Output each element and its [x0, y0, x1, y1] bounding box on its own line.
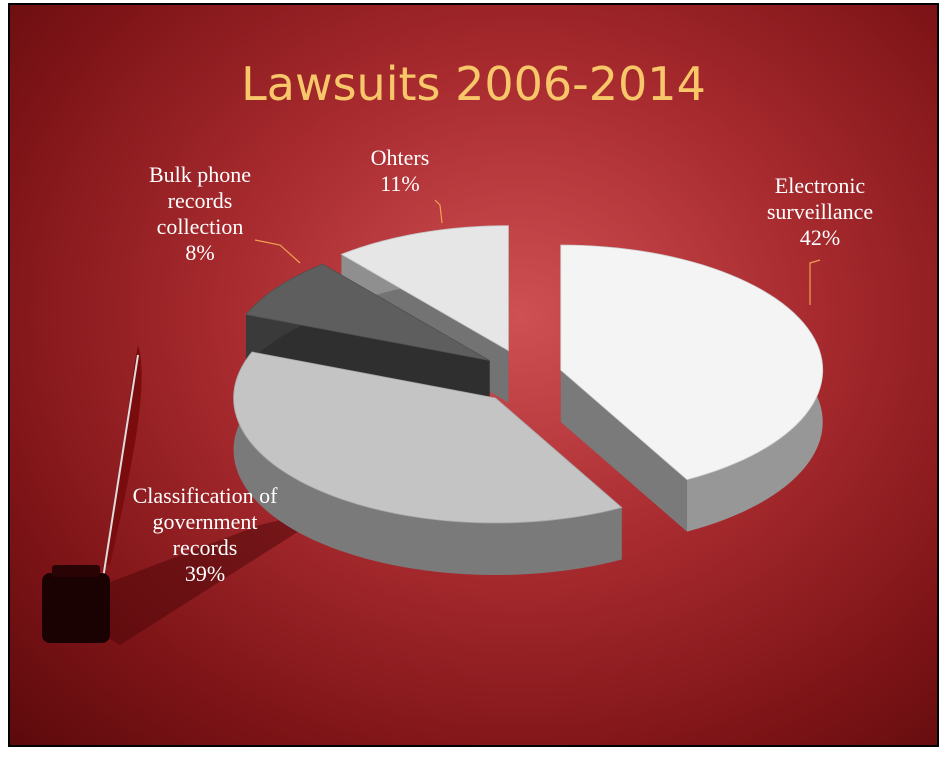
- slide: Lawsuits 2006-2014 Electronic surveillan…: [8, 3, 939, 747]
- value-label: 11%: [380, 171, 420, 196]
- slice-top: [233, 351, 623, 524]
- slice-top: [560, 244, 824, 481]
- slice: [560, 244, 824, 532]
- slice-label: Electronic surveillance 42%: [740, 173, 900, 251]
- slice-side: [560, 370, 687, 532]
- leader-lines: [254, 199, 821, 305]
- value-label: 8%: [185, 240, 215, 265]
- slice-top: [245, 263, 490, 361]
- slice-label: Ohters 11%: [350, 145, 450, 197]
- slice-side: [233, 351, 622, 575]
- slice-label: Bulk phone records collection 8%: [130, 162, 270, 266]
- value-label: 42%: [799, 225, 841, 250]
- category-label: Bulk phone records collection: [148, 162, 252, 239]
- slice-top: [340, 225, 509, 352]
- slice-label: Classification of government records 39%: [120, 483, 290, 587]
- category-label: Ohters: [370, 145, 430, 170]
- ink-decoration: [42, 345, 340, 645]
- slice: [233, 351, 623, 575]
- value-label: 39%: [184, 561, 226, 586]
- chart: [42, 199, 824, 645]
- chart-title: Lawsuits 2006-2014: [241, 57, 706, 111]
- category-label: Electronic surveillance: [766, 173, 874, 224]
- category-label: Classification of government records: [132, 483, 278, 560]
